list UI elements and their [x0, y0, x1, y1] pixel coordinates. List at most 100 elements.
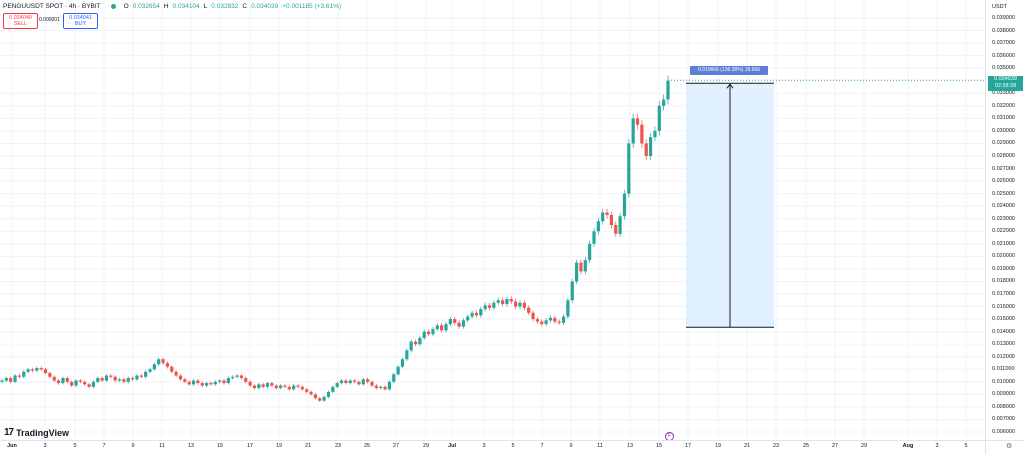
time-tick-label: 7	[540, 443, 544, 449]
high-value: 0.034104	[172, 3, 200, 10]
time-tick-label: 23	[334, 443, 342, 449]
candle-body	[326, 391, 331, 397]
candle-body	[4, 378, 8, 381]
candle-body	[248, 381, 252, 386]
price-tick-label: 0.023000	[992, 215, 1015, 222]
price-tick-label: 0.006000	[992, 429, 1015, 435]
candle-body	[492, 302, 496, 308]
time-tick-label: 3	[43, 443, 47, 449]
candlestick-chart[interactable]	[0, 0, 985, 440]
candle-body	[130, 378, 135, 380]
candle-body	[544, 320, 548, 325]
candle-body	[178, 375, 183, 380]
candle-body	[461, 320, 466, 327]
scale-corner[interactable]: ⚙	[985, 440, 1024, 454]
candle-body	[474, 312, 479, 316]
time-tick-label: 19	[714, 443, 722, 449]
price-tick-label: 0.025000	[992, 190, 1015, 197]
time-tick-label: 9	[131, 443, 135, 449]
price-scale[interactable]: USDT 0.039000 0.038000 0.037000 0.036000 0.0…	[985, 0, 1024, 440]
candle-body	[348, 380, 352, 384]
candle-body	[239, 375, 244, 379]
time-tick-label: 25	[363, 443, 371, 449]
time-tick-label: 15	[655, 443, 663, 449]
candle-body	[48, 373, 52, 377]
buy-price: 0.034041	[69, 15, 92, 21]
candle-body	[313, 394, 318, 399]
price-tick-label: 0.027000	[992, 165, 1015, 172]
candle-body	[74, 380, 78, 386]
candle-body	[126, 378, 130, 382]
candle-body	[535, 319, 540, 322]
candle-body	[370, 381, 374, 386]
candle-body	[139, 375, 143, 377]
buy-label: BUY	[74, 21, 87, 27]
price-tick-label: 0.007000	[992, 416, 1015, 423]
candle-body	[70, 381, 74, 386]
time-tick-label: 11	[597, 443, 603, 449]
time-tick-label: 5	[73, 443, 77, 449]
candle-body	[514, 301, 518, 307]
candle-body	[161, 359, 165, 363]
candle-body	[648, 137, 653, 156]
candle-body	[379, 386, 383, 389]
candle-body	[26, 369, 30, 372]
candle-body	[640, 124, 644, 144]
candle-body	[396, 366, 400, 375]
candle-body	[87, 384, 91, 387]
candle-body	[435, 325, 439, 330]
candle-body	[231, 376, 235, 379]
time-scale[interactable]: Jun 3 5 7 9 11 13 15 17 19 21 23 25 27 29 Jul 3 5 7 9 11 13 15…	[0, 440, 985, 454]
price-tick-label: 0.032000	[992, 102, 1015, 109]
candle-body	[322, 396, 326, 401]
measure-label: 0.019666 (136.38%) 18.666	[690, 66, 768, 75]
candle-body	[213, 381, 217, 385]
candle-body	[518, 302, 522, 307]
measure-arrow-head	[726, 83, 734, 89]
candle-body	[527, 307, 531, 313]
last-price-badge: 0.034039 02:38:28	[988, 76, 1023, 92]
buy-button[interactable]: 0.034041 BUY	[63, 13, 98, 29]
candle-body	[644, 143, 648, 156]
candle-body	[270, 383, 274, 386]
currency-label[interactable]: USDT	[992, 4, 1007, 10]
candle-body	[614, 225, 618, 234]
price-tick-label: 0.020000	[992, 253, 1015, 260]
time-tick-label: 21	[304, 443, 312, 449]
time-tick-label: 23	[772, 443, 780, 449]
candle-body	[305, 389, 309, 392]
candle-body	[487, 305, 492, 308]
candle-body	[457, 322, 461, 327]
candle-body	[653, 130, 657, 138]
time-tick-label: 13	[626, 443, 634, 449]
candle-body	[96, 378, 100, 382]
settings-gear-icon[interactable]: ⚙	[1006, 443, 1013, 450]
candle-body	[448, 319, 452, 325]
bar-countdown: 02:38:28	[994, 83, 1017, 90]
candle-body	[283, 385, 287, 387]
candle-body	[148, 369, 152, 372]
candle-body	[0, 380, 4, 382]
time-tick-label: 5	[511, 443, 515, 449]
price-tick-label: 0.037000	[992, 40, 1015, 47]
price-tick-label: 0.008000	[992, 403, 1015, 410]
candle-body	[496, 300, 500, 303]
candle-body	[35, 368, 39, 371]
candle-body	[331, 386, 335, 392]
sell-button[interactable]: 0.034040 SELL	[3, 13, 38, 29]
price-tick-label: 0.033000	[992, 90, 1015, 97]
time-tick-label: Jun	[7, 443, 17, 449]
candle-body	[601, 212, 605, 222]
candle-body	[531, 312, 535, 320]
candle-body	[135, 375, 139, 380]
candle-body	[78, 380, 82, 382]
symbol-title[interactable]: PENGUUSDT SPOT · 4h · BYBIT	[3, 3, 101, 10]
candle-body	[413, 341, 418, 345]
candle-body	[244, 378, 248, 382]
tradingview-logo[interactable]: 17 TradingView	[4, 427, 69, 438]
price-tick-label: 0.018000	[992, 278, 1015, 285]
time-tick-label: 11	[159, 443, 165, 449]
candle-body	[100, 378, 104, 381]
